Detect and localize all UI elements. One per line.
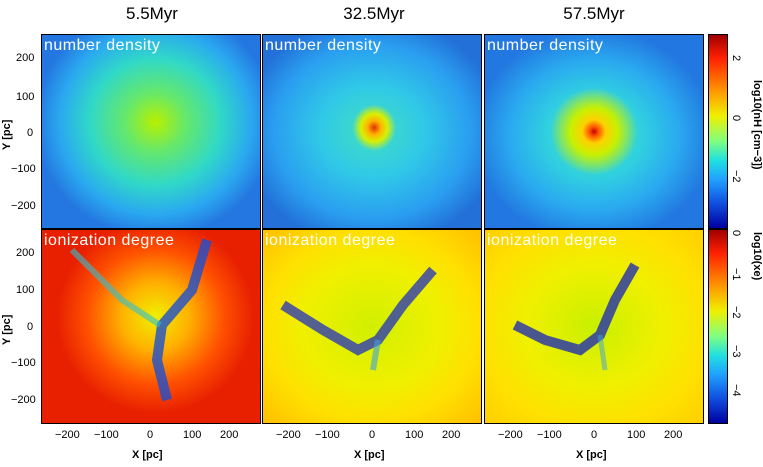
panel-density-32-5myr: number density (262, 34, 482, 229)
colorbar-tick: −1 (730, 268, 742, 281)
panel-ionization-32-5myr: ionization degree (262, 229, 482, 424)
panel-ionization-5-5myr: ionization degree (41, 229, 261, 424)
colorbar-tick: 0 (730, 230, 742, 237)
colorbar-density-label: log10(nH [cm−3]) (751, 80, 763, 170)
column-title-3: 57.5Myr (563, 4, 625, 23)
ytick: 0 (27, 321, 34, 333)
xtick: −200 (498, 429, 523, 441)
colorbar-tick: −2 (730, 170, 742, 183)
colorbar-tick: −4 (730, 384, 742, 397)
colorbar-ionization-label: log10(xe) (751, 232, 763, 281)
panel-density-57-5myr: number density (484, 34, 704, 229)
xtick: 200 (442, 429, 461, 441)
xtick: 0 (369, 429, 376, 441)
xtick: −200 (276, 429, 301, 441)
colorbar-tick: 0 (730, 115, 742, 122)
column-title-1: 5.5Myr (126, 4, 178, 23)
xtick: −100 (315, 429, 340, 441)
xtick: −100 (537, 429, 562, 441)
xtick: 200 (664, 429, 683, 441)
ionization-filament (512, 262, 640, 371)
xtick: 100 (627, 429, 646, 441)
ytick: 200 (16, 247, 35, 259)
panel-label: ionization degree (265, 232, 396, 249)
y-axis-title: Y [pc] (1, 119, 13, 150)
colorbar-tick: −3 (730, 345, 742, 358)
xtick: −200 (55, 429, 80, 441)
x-axis-title: X [pc] (354, 449, 385, 461)
ytick: −200 (11, 394, 36, 406)
ionization-filament (69, 238, 212, 402)
ionization-filament (280, 266, 437, 371)
colorbar-ionization (708, 229, 728, 424)
ytick: −100 (11, 163, 36, 175)
x-axis-title: X [pc] (576, 449, 607, 461)
xtick: 0 (591, 429, 598, 441)
ytick: 200 (16, 52, 35, 64)
colorbar-tick: 2 (730, 55, 742, 62)
ytick: 0 (27, 127, 34, 139)
ytick: 100 (16, 91, 35, 103)
colorbar-tick: −2 (730, 306, 742, 319)
panel-label: ionization degree (44, 232, 175, 249)
xtick: 100 (405, 429, 424, 441)
panel-density-5-5myr: number density (41, 34, 261, 229)
xtick: 100 (183, 429, 202, 441)
column-title-2: 32.5Myr (343, 4, 405, 23)
ytick: −100 (11, 357, 36, 369)
panel-label: number density (487, 37, 604, 54)
xtick: 0 (147, 429, 154, 441)
panel-label: ionization degree (487, 232, 618, 249)
xtick: −100 (94, 429, 119, 441)
x-axis-title: X [pc] (132, 449, 163, 461)
colorbar-density (708, 34, 728, 229)
ytick: 100 (16, 284, 35, 296)
panel-ionization-57-5myr: ionization degree (484, 229, 704, 424)
xtick: 200 (220, 429, 239, 441)
panel-label: number density (265, 37, 382, 54)
ytick: −200 (11, 200, 36, 212)
y-axis-title: Y [pc] (1, 314, 13, 345)
panel-label: number density (44, 37, 161, 54)
